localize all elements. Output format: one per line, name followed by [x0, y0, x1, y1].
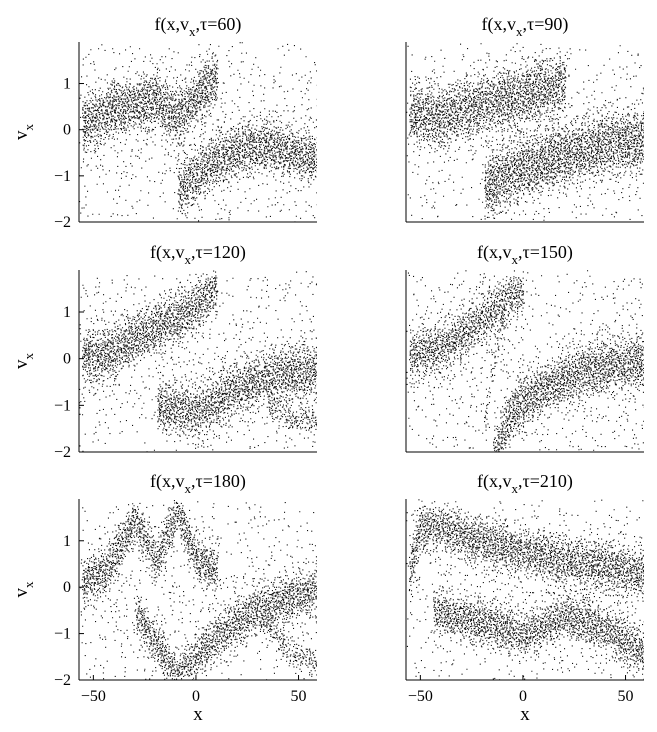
x-tick-label: −50: [408, 688, 433, 705]
y-axis-label: vx: [11, 353, 36, 370]
x-tick-label: 0: [519, 688, 527, 705]
y-tick-label: −2: [54, 672, 71, 689]
x-axis-label: x: [193, 704, 203, 725]
y-tick-label: 1: [63, 304, 71, 321]
density-map: [79, 42, 317, 222]
density-map: [406, 42, 644, 222]
density-map: [79, 499, 317, 680]
density-map: [406, 270, 644, 452]
panel-title: f(x,vx,τ=120): [150, 242, 246, 267]
y-axis-label: vx: [11, 124, 36, 141]
x-tick-label: −50: [81, 688, 106, 705]
x-axis-label: x: [520, 704, 530, 725]
y-axis-label: vx: [11, 581, 36, 598]
panel-title: f(x,vx,τ=180): [150, 471, 246, 496]
y-tick-label: −2: [54, 214, 71, 231]
panel-6: f(x,vx,τ=210) −50 0 50 x: [405, 471, 644, 725]
panel-4: f(x,vx,τ=150): [405, 242, 644, 453]
y-tick-label: −1: [54, 626, 71, 643]
y-tick-label: 1: [63, 76, 71, 93]
density-map: [406, 499, 644, 680]
y-tick-label: 1: [63, 533, 71, 550]
y-tick-label: −2: [54, 444, 71, 461]
y-tick-label: 0: [63, 579, 71, 596]
y-tick-label: 0: [63, 351, 71, 368]
panel-5: f(x,vx,τ=180) −2 −1 0 1 −50 0 50 x vx: [11, 471, 317, 725]
panel-title: f(x,vx,τ=210): [477, 471, 573, 496]
density-map: [79, 270, 317, 452]
y-tick-label: −1: [54, 168, 71, 185]
panel-2: f(x,vx,τ=90): [405, 14, 644, 223]
x-tick-label: 50: [618, 688, 634, 705]
panel-title: f(x,vx,τ=150): [477, 242, 573, 267]
y-tick-label: −1: [54, 397, 71, 414]
y-tick-label: 0: [63, 122, 71, 139]
panel-1: f(x,vx,τ=60) −2 −1 0 1 vx: [11, 14, 317, 231]
panel-title: f(x,vx,τ=90): [482, 14, 569, 39]
panel-title: f(x,vx,τ=60): [155, 14, 242, 39]
x-tick-label: 0: [192, 688, 200, 705]
x-tick-label: 50: [291, 688, 307, 705]
panel-3: f(x,vx,τ=120) −2 −1 0 1 vx: [11, 242, 317, 461]
